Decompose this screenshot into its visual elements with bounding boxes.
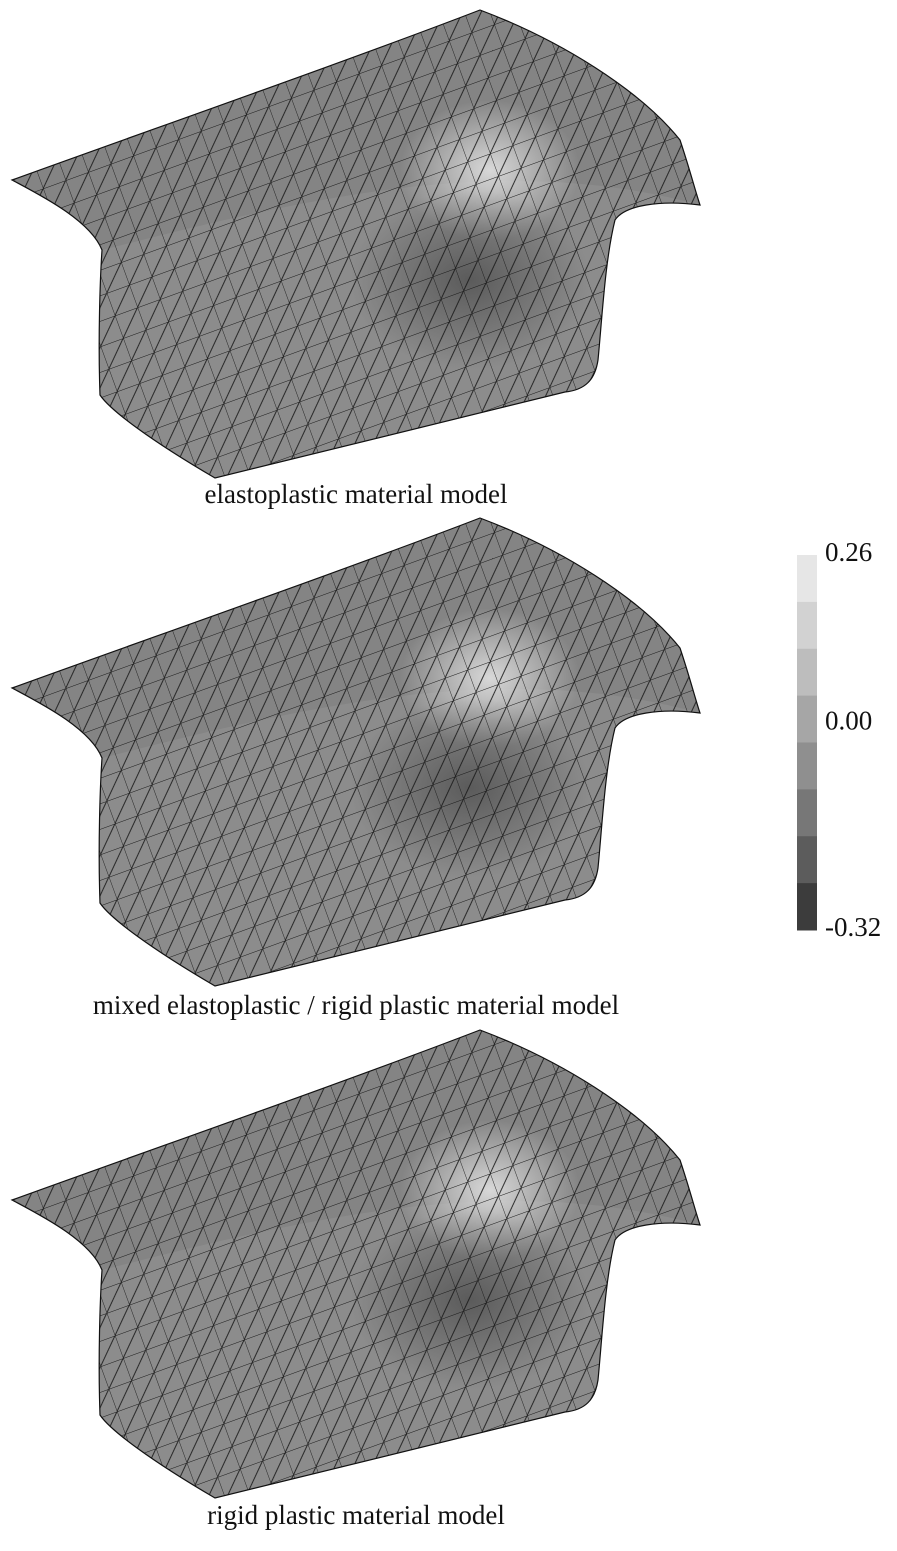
colorbar-band — [797, 789, 817, 836]
colorbar-band — [797, 649, 817, 696]
colorbar-tick-label: -0.32 — [825, 912, 881, 942]
caption: elastoplastic material model — [205, 479, 508, 509]
colorbar-band — [797, 836, 817, 883]
colorbar-band — [797, 555, 817, 602]
colorbar-band — [797, 883, 817, 930]
colorbar-tick-label: 0.26 — [825, 537, 872, 567]
caption: mixed elastoplastic / rigid plastic mate… — [93, 990, 619, 1020]
mesh-plot — [0, 1020, 720, 1500]
mesh-plot — [0, 0, 720, 480]
colorbar-band — [797, 602, 817, 649]
mesh-plot — [0, 508, 720, 988]
caption: rigid plastic material model — [207, 1500, 505, 1530]
colorbar-tick-label: 0.00 — [825, 705, 872, 735]
figure: elastoplastic material model mixed elast… — [0, 0, 897, 1551]
colorbar-band — [797, 743, 817, 790]
colorbar-band — [797, 696, 817, 743]
